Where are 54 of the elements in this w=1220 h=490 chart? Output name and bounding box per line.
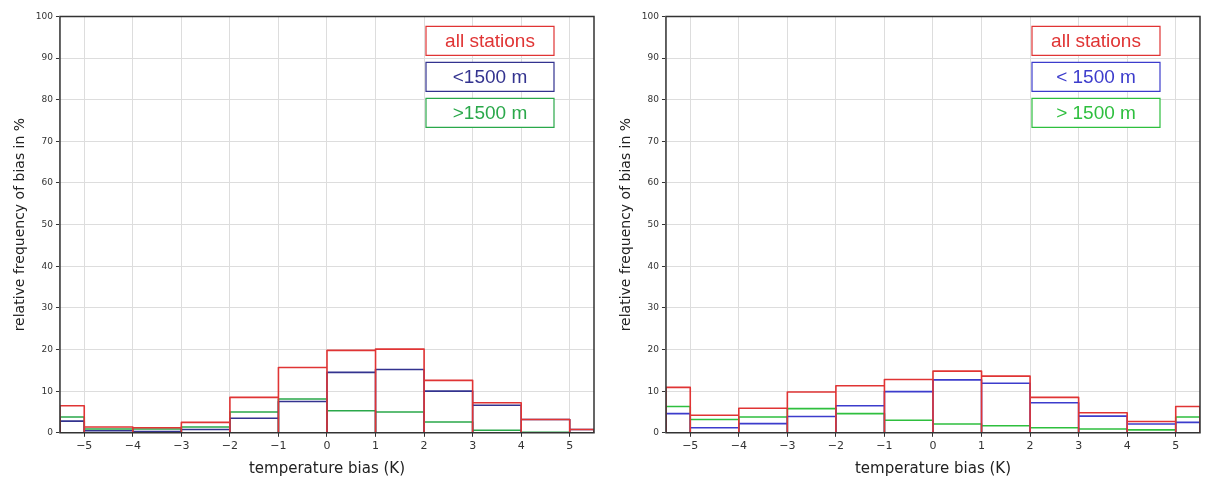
x-tick-label: 5 [1172, 439, 1180, 453]
text: > 1500 m [1056, 102, 1136, 124]
x-tick-label: −3 [779, 439, 796, 453]
text: <1500 m [452, 66, 528, 88]
y-tick-label: 70 [41, 135, 54, 146]
x-tick-label: 0 [323, 439, 331, 453]
y-tick-label: 30 [41, 302, 54, 313]
x-axis-title: temperature bias (K) [854, 458, 1012, 477]
y-tick-label: 30 [647, 302, 660, 313]
y-axis-title: relative frequency of bias in % [617, 117, 634, 332]
x-tick-label: −4 [124, 439, 141, 453]
y-tick-label: 0 [47, 427, 54, 438]
y-tick-label: 90 [647, 52, 660, 63]
y-tick-label: 50 [647, 218, 660, 229]
y-tick-label: 100 [35, 10, 54, 21]
x-tick-label: −1 [876, 439, 893, 453]
x-tick-label: −2 [827, 439, 844, 453]
y-tick-label: 80 [41, 94, 54, 105]
x-tick-label: 3 [469, 439, 477, 453]
y-axis-title: relative frequency of bias in % [11, 117, 28, 332]
y-tick-label: 40 [647, 260, 660, 271]
y-tick-label: 90 [41, 52, 54, 63]
y-tick-label: 100 [641, 10, 660, 21]
y-tick-label: 10 [41, 385, 54, 396]
y-tick-label: 70 [647, 135, 660, 146]
y-tick-label: 60 [41, 177, 54, 188]
y-tick-label: 20 [647, 343, 660, 354]
y-tick-label: 10 [647, 385, 660, 396]
y-tick-label: 0 [653, 427, 660, 438]
y-tick-label: 40 [41, 260, 54, 271]
x-tick-label: 5 [566, 439, 574, 453]
x-tick-label: −1 [270, 439, 287, 453]
x-tick-label: −4 [730, 439, 747, 453]
x-tick-label: −3 [173, 439, 190, 453]
x-tick-label: −5 [682, 439, 699, 453]
y-tick-label: 20 [41, 343, 54, 354]
x-tick-label: 1 [372, 439, 380, 453]
text: < 1500 m [1056, 66, 1136, 88]
x-tick-label: 4 [1123, 439, 1131, 453]
x-tick-label: 3 [1075, 439, 1083, 453]
x-tick-label: −2 [221, 439, 238, 453]
y-tick-label: 50 [41, 218, 54, 229]
x-tick-label: −5 [76, 439, 93, 453]
x-tick-label: 1 [978, 439, 986, 453]
x-tick-label: 2 [420, 439, 428, 453]
y-tick-label: 60 [647, 177, 660, 188]
x-tick-label: 0 [929, 439, 937, 453]
text: all stations [445, 30, 535, 52]
x-axis-title: temperature bias (K) [248, 458, 406, 477]
text: all stations [1051, 30, 1141, 52]
text: >1500 m [452, 102, 528, 124]
x-tick-label: 4 [517, 439, 525, 453]
x-tick-label: 2 [1026, 439, 1034, 453]
y-tick-label: 80 [647, 94, 660, 105]
